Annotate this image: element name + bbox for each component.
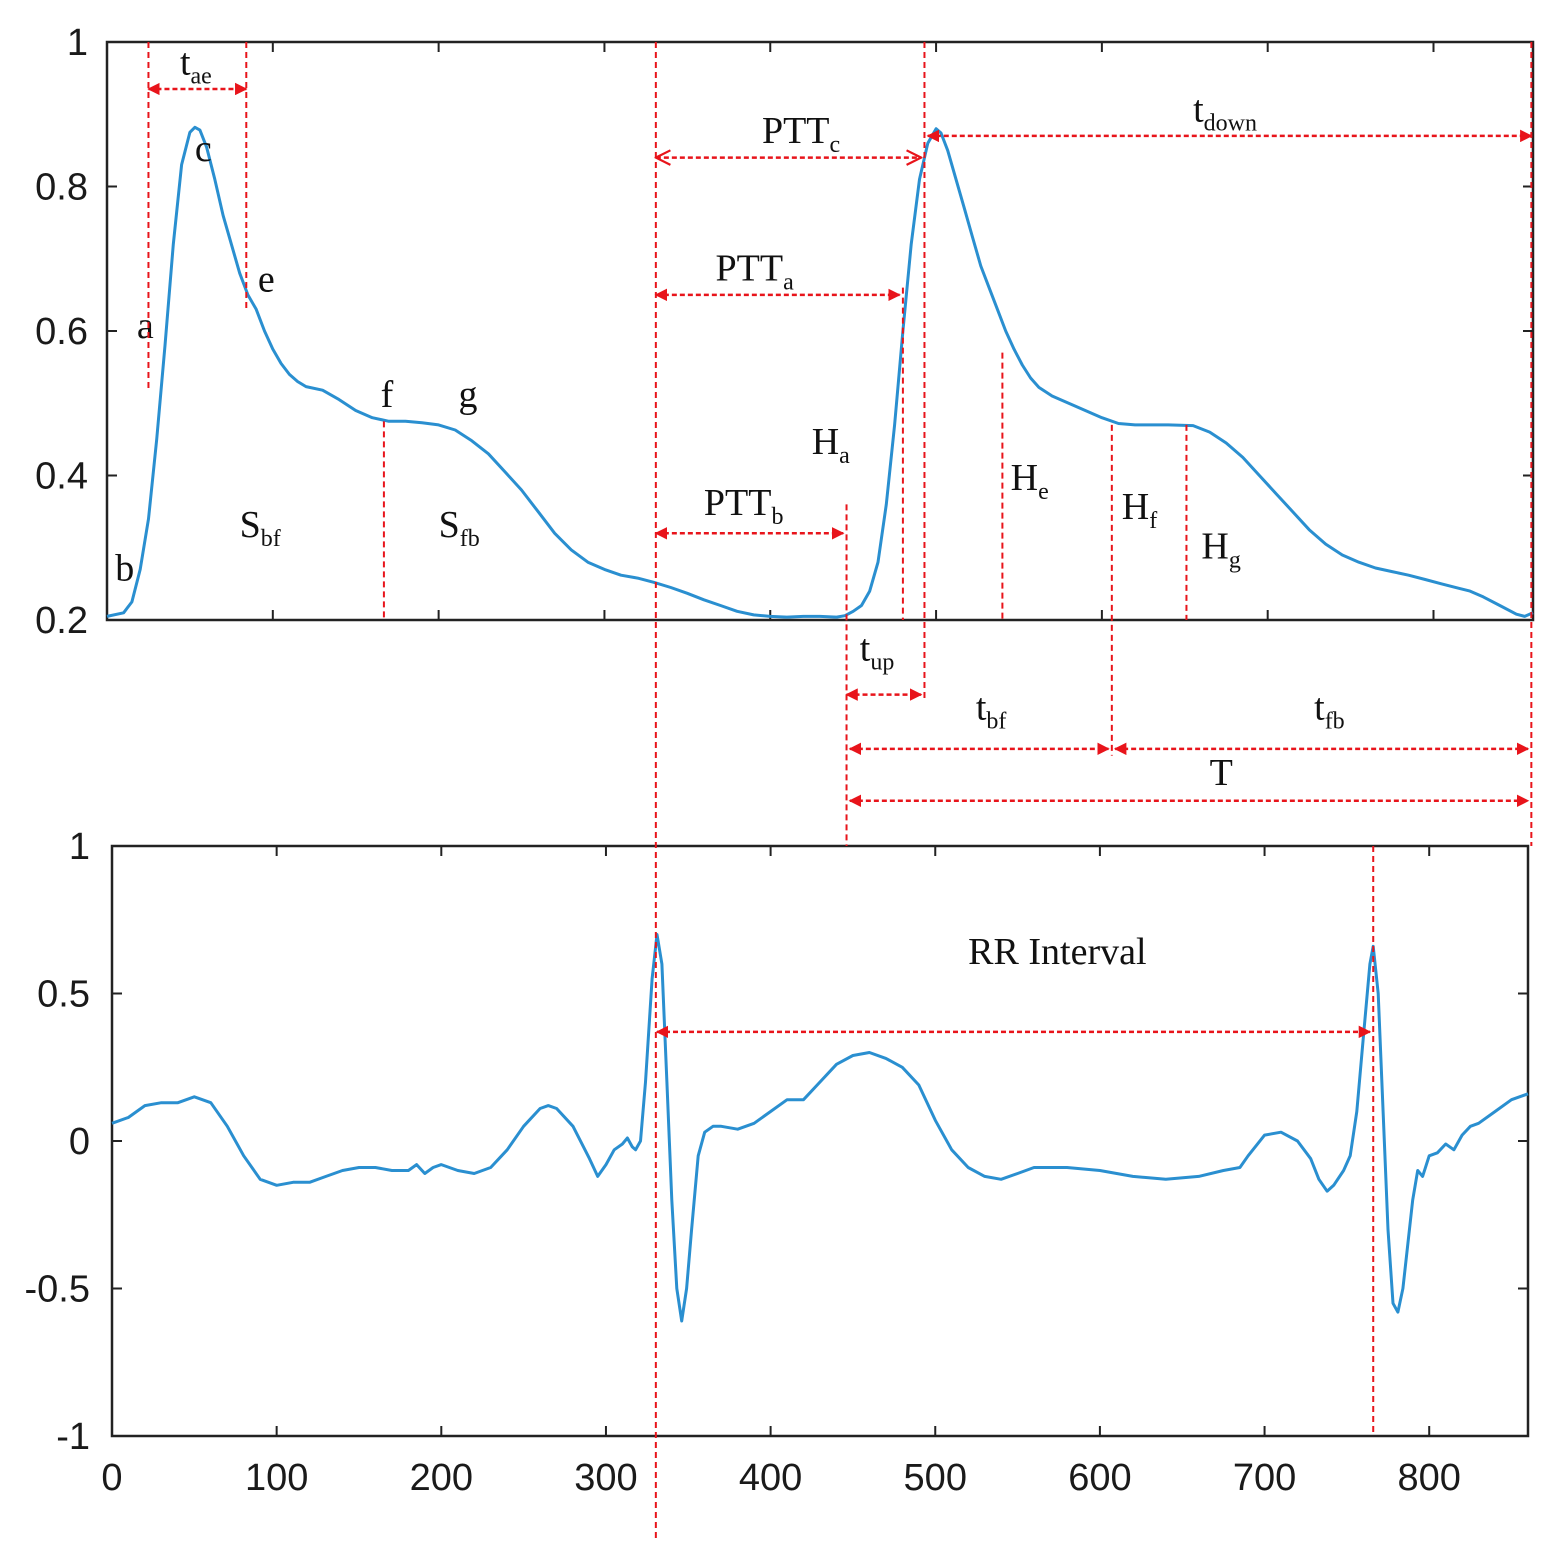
- interval-label: tup: [860, 628, 895, 676]
- ppg-point-label: b: [115, 547, 134, 589]
- interval-label: tbf: [976, 686, 1007, 734]
- ppg-point-label-main: H: [1122, 486, 1149, 528]
- ppg-point-label: Sfb: [439, 504, 480, 552]
- ecg-xtick-label: 200: [410, 1457, 473, 1499]
- ecg-annotations: RR Interval: [968, 931, 1146, 973]
- interval-label-sub: c: [830, 132, 841, 158]
- ppg-point-label: f: [381, 374, 394, 416]
- interval-label-sub: up: [870, 650, 894, 676]
- ppg-ytick-label: 0.2: [35, 600, 88, 642]
- ppg-point-label: a: [137, 305, 154, 347]
- ppg-point-label-main: g: [459, 374, 478, 416]
- ppg-point-label-sub: g: [1229, 548, 1241, 574]
- ecg-ytick-label: -1: [56, 1416, 90, 1458]
- ppg-point-label-sub: bf: [261, 526, 281, 552]
- ecg-label-main: RR Interval: [968, 931, 1146, 973]
- interval-label-sub: bf: [986, 708, 1006, 734]
- ecg-label: RR Interval: [968, 931, 1146, 973]
- ecg-ytick-label: -0.5: [25, 1269, 90, 1311]
- interval-label-main: T: [1210, 752, 1233, 794]
- ppg-point-label-main: S: [439, 504, 460, 546]
- ecg-xtick-label: 600: [1068, 1457, 1131, 1499]
- ppg-point-label-main: H: [812, 421, 839, 463]
- ppg-point-label: e: [258, 258, 275, 300]
- interval-label-sub: down: [1204, 110, 1257, 136]
- interval-label-sub: a: [783, 269, 794, 295]
- interval-label: T: [1210, 752, 1233, 794]
- interval-label-main: PTT: [716, 247, 784, 289]
- ppg-point-label-sub: fb: [460, 526, 480, 552]
- ecg-xtick-label: 700: [1233, 1457, 1296, 1499]
- ppg-point-label: Hf: [1122, 486, 1157, 534]
- ppg-point-label-sub: a: [839, 443, 850, 469]
- interval-label-main: PTT: [704, 482, 772, 524]
- ppg-ytick-label: 0.4: [35, 456, 88, 498]
- ppg-point-label: c: [195, 128, 212, 170]
- interval-label: PTTb: [704, 482, 784, 530]
- interval-label-main: t: [976, 686, 987, 728]
- interval-label-sub: b: [771, 504, 783, 530]
- ecg-xtick-label: 400: [739, 1457, 802, 1499]
- ppg-point-label-main: e: [258, 258, 275, 300]
- interval-label: PTTc: [762, 110, 840, 158]
- ppg-ytick-label: 0.6: [35, 311, 88, 353]
- ecg-ytick-label: 0: [69, 1121, 90, 1163]
- ppg-point-label-main: S: [240, 504, 261, 546]
- ppg-point-label: g: [459, 374, 478, 416]
- ppg-point-label-main: H: [1011, 457, 1038, 499]
- interval-label: tdown: [1193, 88, 1257, 136]
- interval-label-sub: ae: [191, 64, 212, 90]
- ecg-ytick-label: 0.5: [37, 974, 90, 1016]
- ecg-xtick-label: 800: [1398, 1457, 1461, 1499]
- ecg-series-line: [111, 933, 1529, 1323]
- interval-label: tfb: [1314, 686, 1345, 734]
- ecg-xtick-label: 0: [101, 1457, 122, 1499]
- interval-label-main: t: [180, 42, 191, 84]
- ppg-point-label: Ha: [812, 421, 850, 469]
- interval-label-main: t: [1314, 686, 1325, 728]
- ppg-point-label-sub: e: [1038, 479, 1049, 505]
- ecg-panel: -1 -0.5 0 0.5 1 0 100 200 300 400 500 600 700 800 RR …: [25, 826, 1530, 1499]
- ecg-xtick-label: 300: [574, 1457, 637, 1499]
- ecg-axes-frame: [110, 844, 1530, 1438]
- ppg-point-label-main: c: [195, 128, 212, 170]
- interval-label: PTTa: [716, 247, 795, 295]
- ecg-xtick-label: 100: [245, 1457, 308, 1499]
- ppg-ytick-label: 1: [67, 22, 88, 64]
- interval-label-main: PTT: [762, 110, 830, 152]
- ppg-point-label: Hg: [1201, 526, 1240, 574]
- ppg-series-line: [106, 125, 1534, 619]
- ppg-point-label-main: f: [381, 374, 394, 416]
- interval-label-main: t: [860, 628, 871, 670]
- ecg-ytick-label: 1: [69, 826, 90, 868]
- interval-label-sub: fb: [1325, 708, 1345, 734]
- ppg-point-label-sub: f: [1149, 508, 1157, 534]
- ecg-ticks: -1 -0.5 0 0.5 1 0 100 200 300 400 500 600 700 800: [25, 826, 1528, 1499]
- ppg-ytick-label: 0.8: [35, 167, 88, 209]
- ppg-point-label: He: [1011, 457, 1049, 505]
- ppg-point-label-main: b: [115, 547, 134, 589]
- ppg-point-label-main: H: [1201, 526, 1228, 568]
- ppg-point-label: Sbf: [240, 504, 281, 552]
- ecg-xtick-label: 500: [904, 1457, 967, 1499]
- ppg-y-ticks: 0.2 0.4 0.6 0.8 1: [35, 22, 1533, 642]
- interval-label-main: t: [1193, 88, 1204, 130]
- ppg-point-label-main: a: [137, 305, 154, 347]
- interval-label: tae: [180, 42, 212, 90]
